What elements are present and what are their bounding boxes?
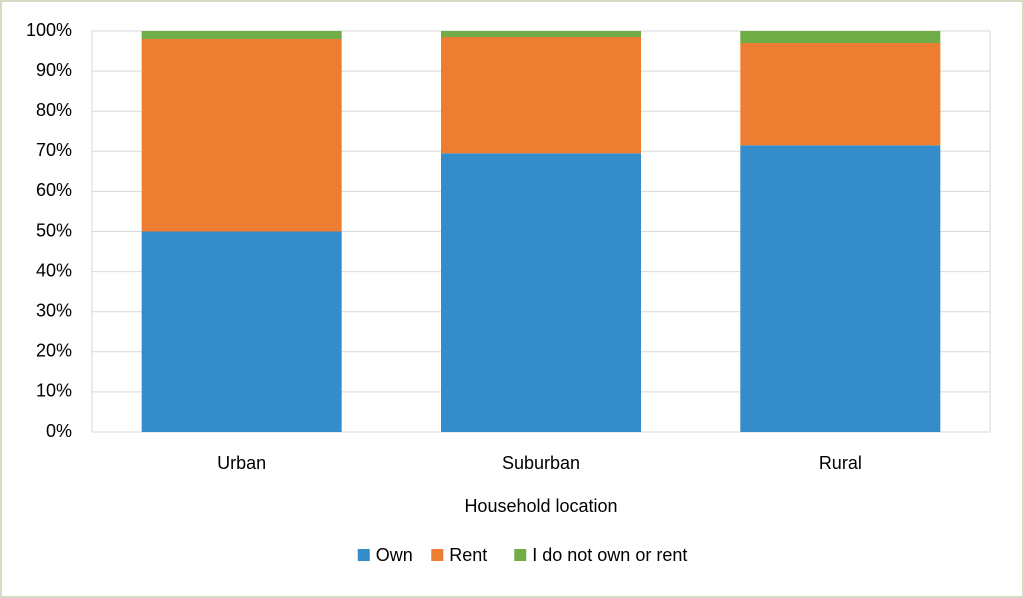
bar-segment xyxy=(141,31,342,40)
y-tick-label: 40% xyxy=(36,260,72,280)
y-tick-label: 90% xyxy=(36,60,72,80)
bar-segment xyxy=(141,231,342,432)
legend-swatch xyxy=(431,549,444,561)
x-axis-title: Household location xyxy=(464,496,617,516)
legend-label: Own xyxy=(376,545,413,565)
bar-segment xyxy=(441,153,641,432)
y-tick-label: 20% xyxy=(36,341,72,361)
legend-swatch xyxy=(514,549,527,561)
bar-segment xyxy=(441,37,641,154)
y-tick-label: 30% xyxy=(36,300,72,320)
legend-label: I do not own or rent xyxy=(532,545,687,565)
x-tick-label: Urban xyxy=(217,453,266,473)
y-tick-label: 80% xyxy=(36,100,72,120)
bar-segment xyxy=(740,145,941,432)
legend-label: Rent xyxy=(449,545,487,565)
y-tick-label: 100% xyxy=(26,20,72,40)
bar-segment xyxy=(441,31,641,38)
legend-swatch xyxy=(357,549,370,561)
bar-segment xyxy=(740,43,941,146)
y-tick-label: 10% xyxy=(36,381,72,401)
y-tick-label: 0% xyxy=(46,421,72,441)
bar-segment xyxy=(740,31,941,44)
y-tick-label: 70% xyxy=(36,140,72,160)
bar-segment xyxy=(141,39,342,232)
x-tick-label: Suburban xyxy=(502,453,580,473)
y-tick-label: 60% xyxy=(36,180,72,200)
x-tick-label: Rural xyxy=(819,453,862,473)
y-tick-label: 50% xyxy=(36,220,72,240)
